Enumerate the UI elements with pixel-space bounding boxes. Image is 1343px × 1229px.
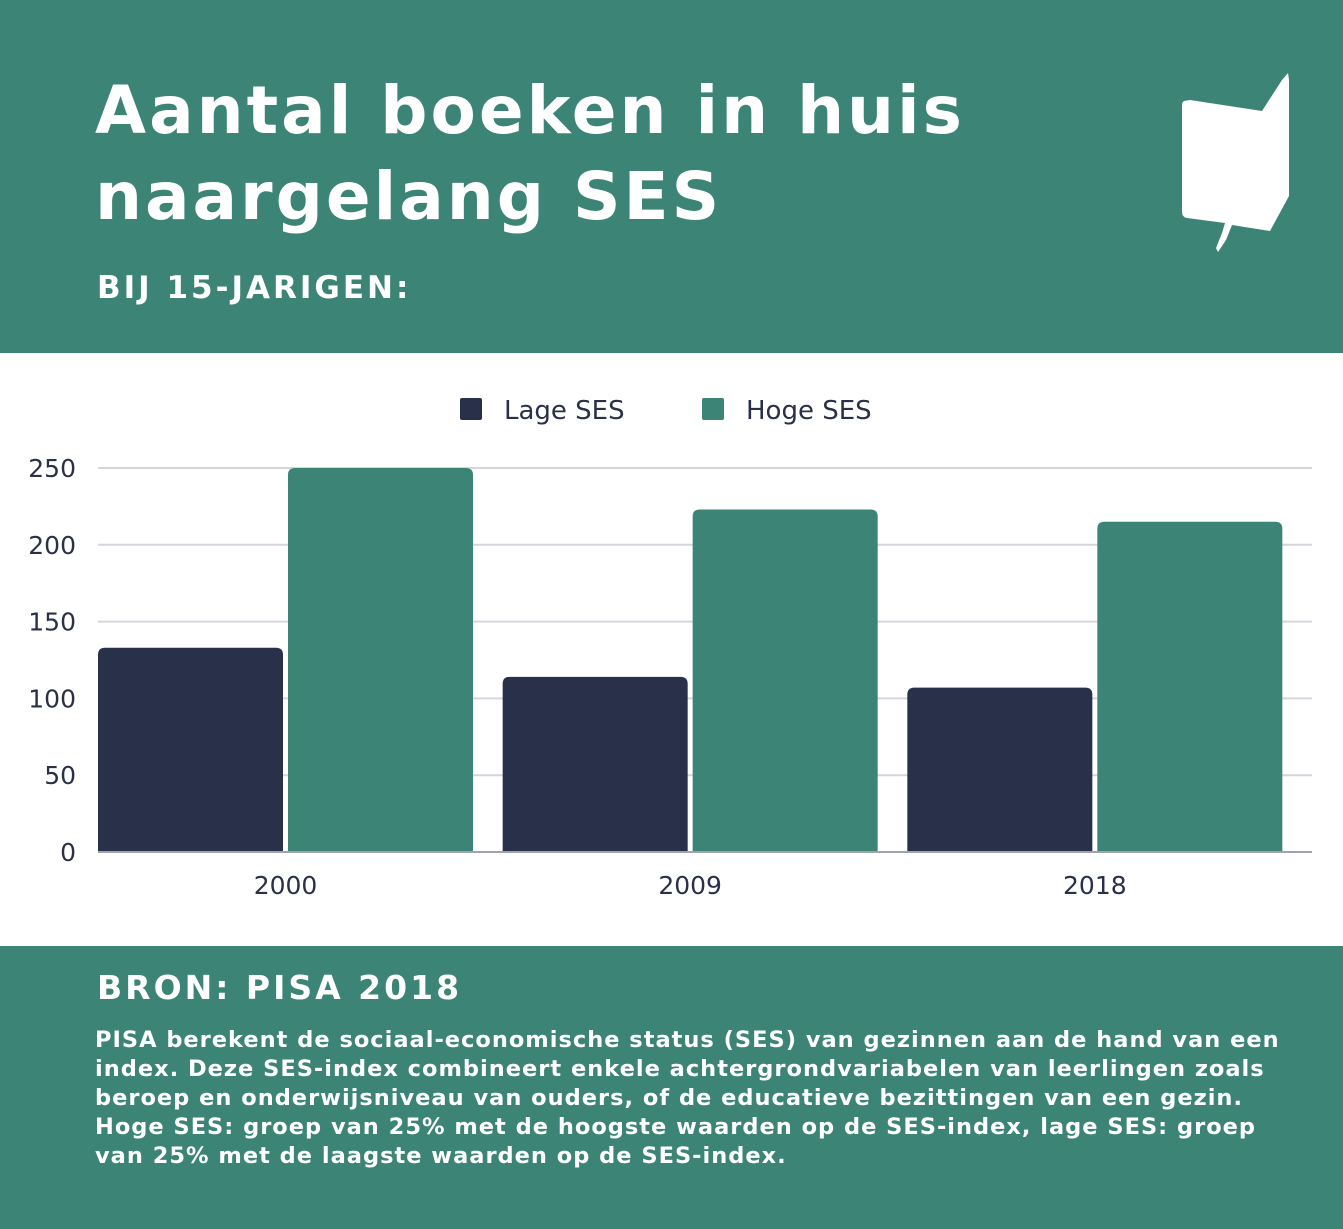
legend-swatch-1: [460, 398, 482, 420]
bar-lage-ses-2018: [907, 687, 1093, 852]
y-tick-label: 200: [28, 531, 76, 560]
legend-swatch-2: [702, 398, 724, 420]
y-tick-label: 150: [28, 608, 76, 637]
bar-hoge-ses-2000: [288, 468, 473, 852]
legend-label-2: Hoge SES: [746, 396, 872, 426]
x-tick-label: 2018: [1063, 871, 1127, 900]
axes: 0 50 100 150 200 250 2000 2009 2018: [28, 454, 1312, 900]
book-speech-icon: [1182, 73, 1289, 252]
source-label: BRON: PISA 2018: [97, 968, 463, 1007]
legend-label-1: Lage SES: [504, 396, 625, 426]
chart-title: Aantal boeken in huis naargelang SES: [95, 72, 965, 235]
bar-hoge-ses-2018: [1097, 521, 1283, 852]
bar-chart: Lage SES Hoge SES 0 50 100 150 200 250 2000 2009…: [28, 396, 1312, 900]
methodology-note: PISA berekent de sociaal-economische sta…: [95, 1027, 1280, 1169]
chart-subtitle: BIJ 15-JARIGEN:: [97, 270, 412, 306]
y-tick-label: 250: [28, 454, 76, 483]
bars: [98, 468, 1283, 852]
y-tick-label: 100: [28, 684, 76, 713]
legend: Lage SES Hoge SES: [460, 396, 872, 426]
bar-hoge-ses-2009: [692, 509, 878, 852]
bar-lage-ses-2009: [502, 676, 688, 852]
footer-band: BRON: PISA 2018 PISA berekent de sociaal…: [0, 946, 1343, 1229]
x-tick-label: 2000: [254, 871, 318, 900]
chart-area: Lage SES Hoge SES 0 50 100 150 200 250 2000 2009…: [0, 353, 1343, 946]
y-tick-label: 0: [60, 838, 76, 867]
x-tick-label: 2009: [658, 871, 722, 900]
bar-lage-ses-2000: [98, 647, 283, 852]
header-band: Aantal boeken in huis naargelang SES BIJ…: [0, 0, 1343, 353]
y-tick-label: 50: [44, 761, 76, 790]
